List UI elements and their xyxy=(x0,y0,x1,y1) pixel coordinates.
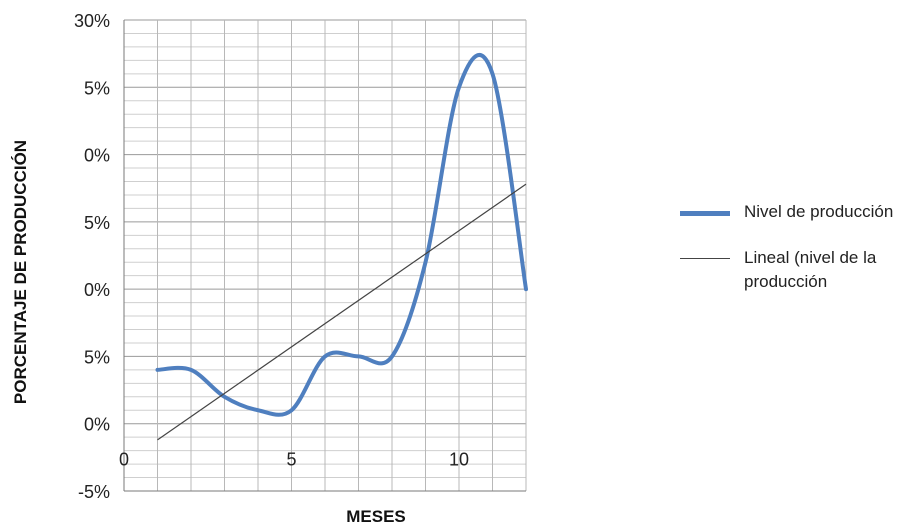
y-tick-label: 0% xyxy=(84,146,110,166)
chart-series xyxy=(155,53,528,441)
legend-label: Lineal (nivel de la producción xyxy=(744,248,877,291)
legend-swatch-thick-line xyxy=(680,200,730,224)
x-tick-label: 5 xyxy=(286,450,296,470)
legend-swatch-thin-line xyxy=(680,246,730,270)
legend-item-nivel: Nivel de producción xyxy=(680,200,908,224)
y-tick-label: 5% xyxy=(84,78,110,98)
series-line-lineal-trend xyxy=(157,183,527,441)
y-tick-label: -5% xyxy=(78,482,110,502)
y-tick-label: 5% xyxy=(84,347,110,367)
chart-gridlines xyxy=(123,19,527,492)
y-tick-label: 30% xyxy=(74,11,110,31)
x-tick-label: 0 xyxy=(119,450,129,470)
y-tick-label: 0% xyxy=(84,415,110,435)
chart-axes xyxy=(123,20,526,492)
legend-label: Nivel de producción xyxy=(744,202,894,221)
series-line-nivel-de-produccion xyxy=(155,53,528,417)
y-tick-label: 0% xyxy=(84,280,110,300)
x-axis-label: MESES xyxy=(346,507,406,526)
y-tick-label: 5% xyxy=(84,213,110,233)
chart-legend: Nivel de producción Lineal (nivel de la … xyxy=(680,200,908,316)
y-axis-label: PORCENTAJE DE PRODUCCIÓN xyxy=(11,140,30,404)
chart-tick-labels: 30% 5% 0% 5% 0% 5% 0% -5% 0 5 10 xyxy=(74,11,469,502)
legend-item-lineal: Lineal (nivel de la producción xyxy=(680,246,908,294)
x-tick-label: 10 xyxy=(449,450,469,470)
